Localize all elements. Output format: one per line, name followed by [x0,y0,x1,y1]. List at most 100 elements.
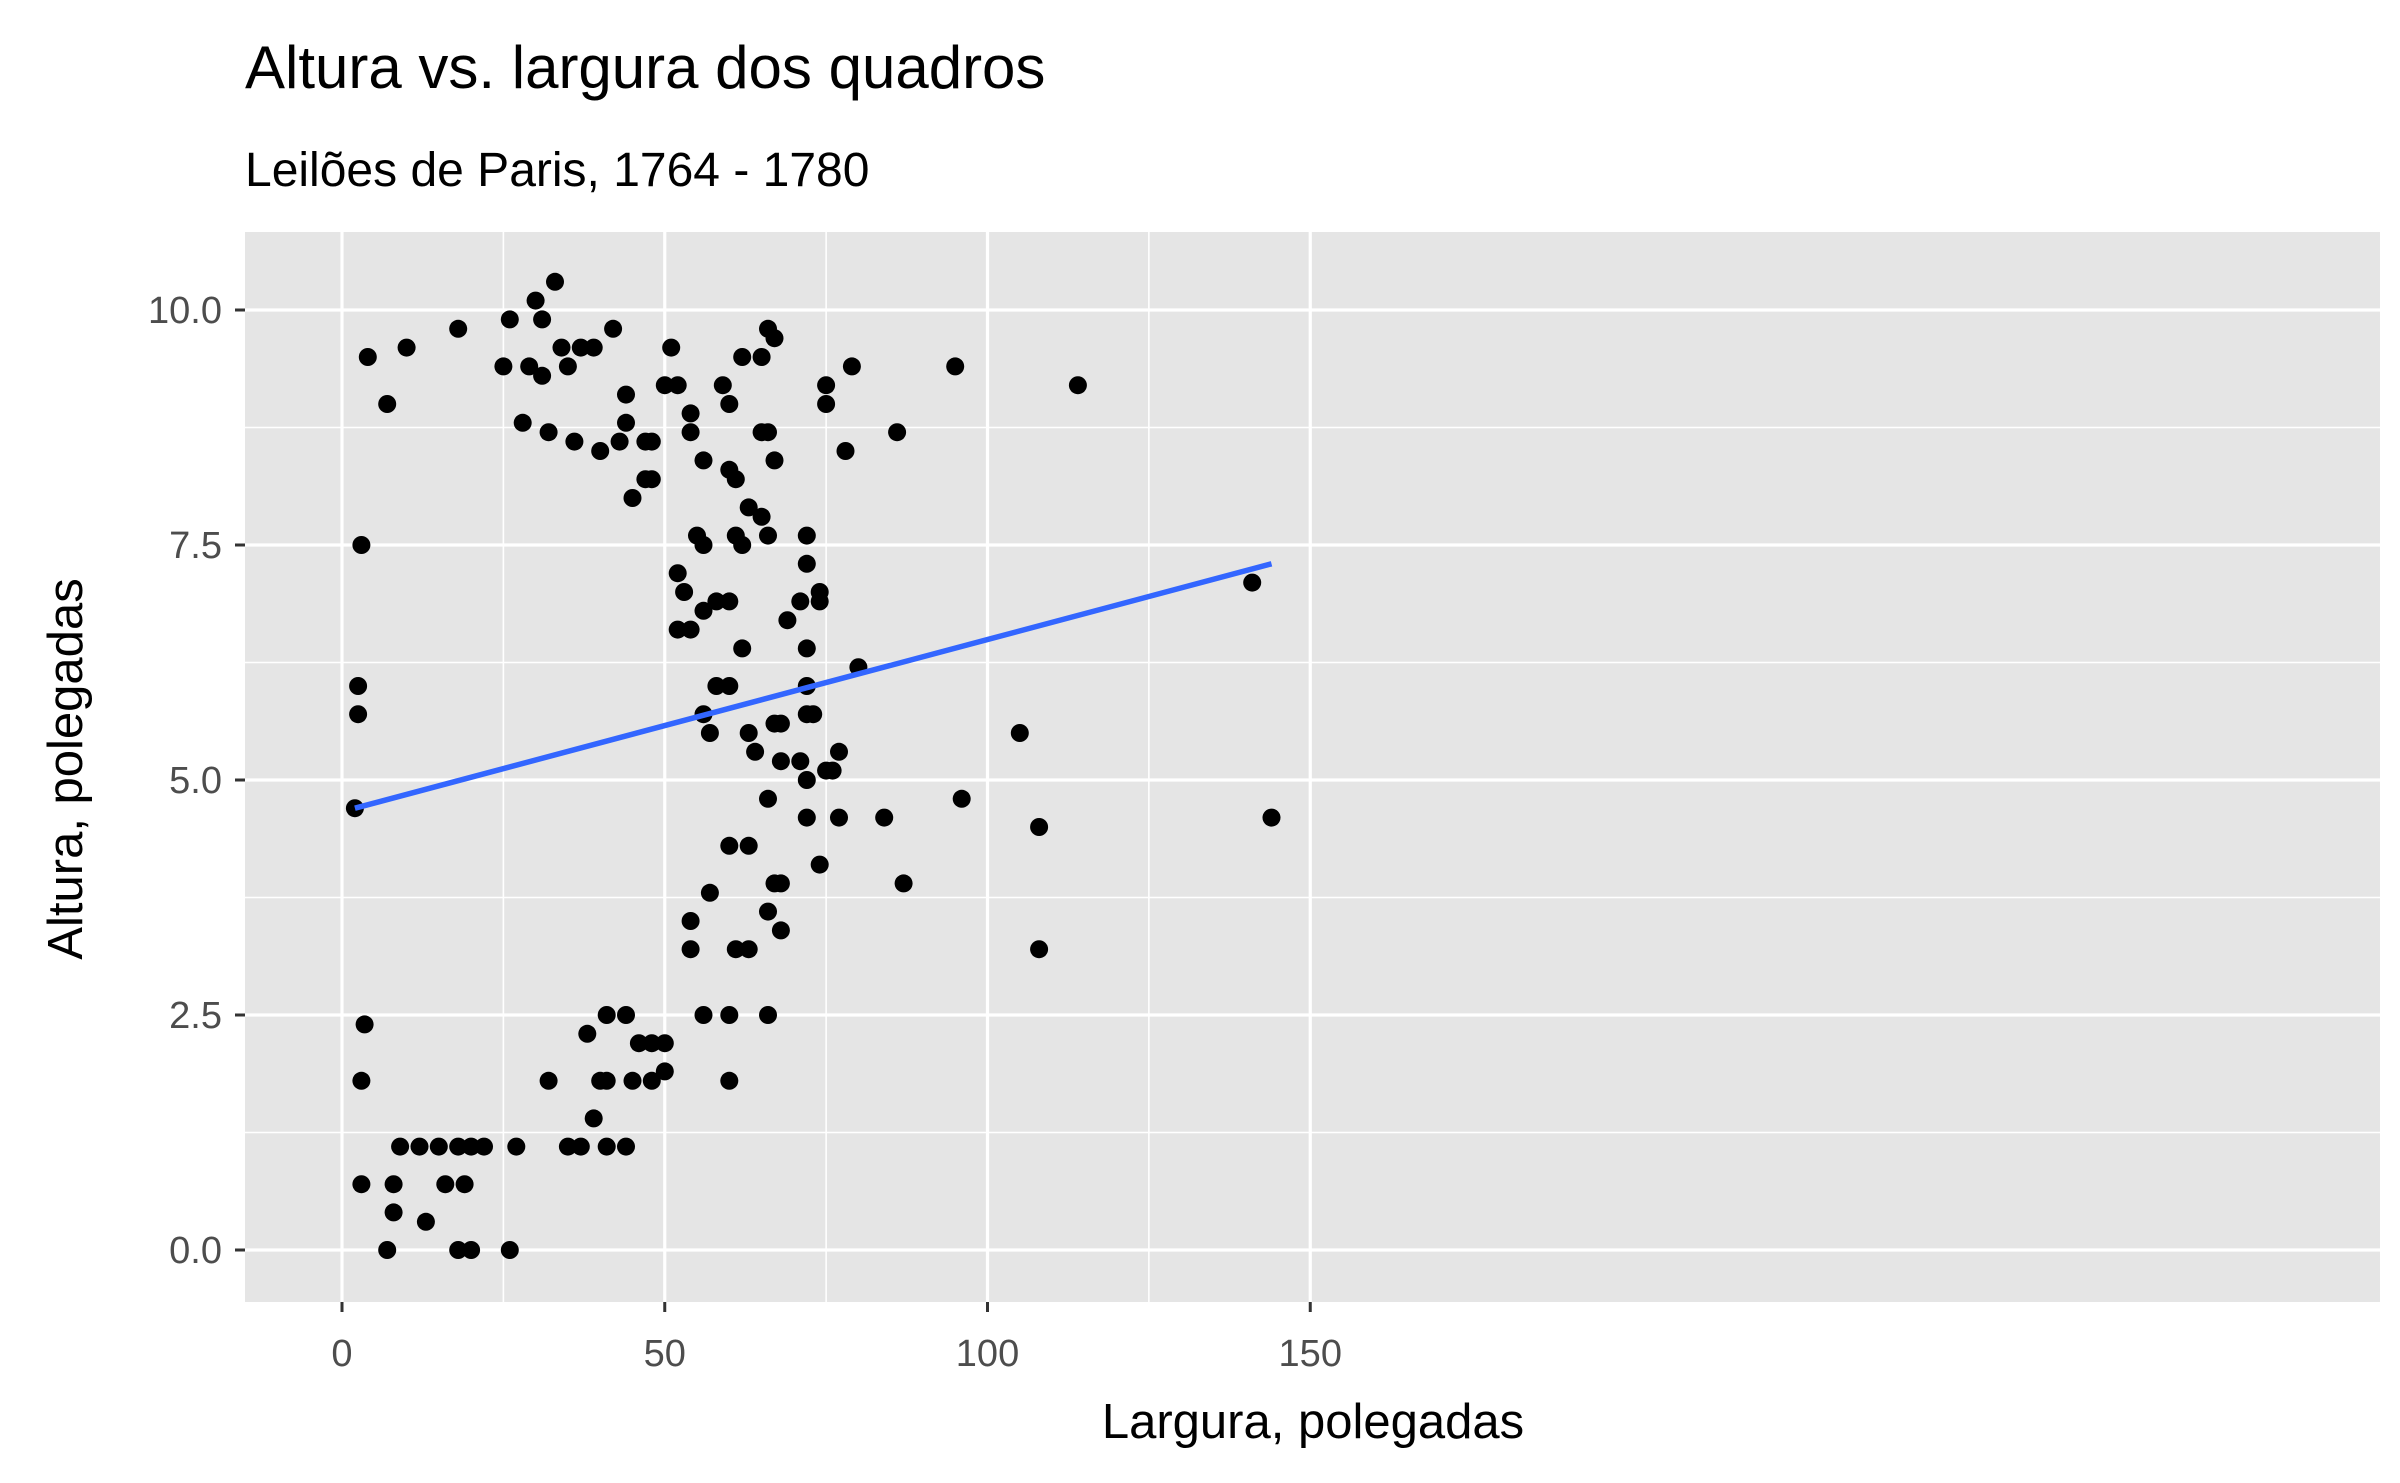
data-point [771,874,790,893]
trend-line [354,561,1273,811]
data-point [378,395,397,413]
data-point [771,752,790,771]
data-point [752,348,771,366]
data-point [720,1006,739,1024]
data-point [681,620,700,639]
data-point [642,470,661,489]
data-point [539,1071,558,1090]
data-point [771,714,790,733]
data-point [558,357,577,376]
data-point [558,1137,577,1156]
data-point [591,442,610,460]
data-point [397,338,416,357]
data-point [817,395,836,413]
chart-title: Altura vs. largura dos quadros [245,34,1045,101]
axes: 0 50 100 150 0.0 2.5 5.0 7.5 10.0 [148,290,1342,1375]
data-point [455,1175,474,1194]
data-point [642,1071,661,1090]
data-point [739,836,758,855]
data-point [1068,376,1087,395]
data-point [449,1137,468,1156]
data-point [617,413,635,432]
data-point [507,1137,526,1156]
data-point [520,357,539,376]
data-point [1030,940,1049,959]
data-point [513,413,532,432]
data-point [1243,573,1262,592]
data-point [355,1015,374,1034]
data-point [797,554,816,573]
y-tick-label: 5.0 [169,760,222,802]
x-tick-label: 100 [956,1333,1019,1375]
data-point [578,1024,597,1043]
data-point [842,357,861,376]
y-tick-label: 10.0 [148,290,222,332]
data-point [823,761,842,780]
data-point [765,451,784,470]
data-point [700,883,719,902]
data-point [436,1175,455,1194]
data-point [526,291,545,310]
data-point [655,1062,674,1081]
data-point [352,536,371,554]
data-point [1010,724,1029,742]
data-point [726,470,745,489]
data-point [894,874,913,893]
data-points [345,272,1281,1259]
x-tick-label: 50 [644,1333,686,1375]
data-point [746,742,765,761]
y-tick-label: 2.5 [169,995,222,1037]
data-point [720,592,739,611]
data-point [713,376,732,395]
data-point [720,836,739,855]
data-point [765,329,784,348]
data-point [759,1006,777,1024]
data-point [462,1241,481,1259]
data-point [707,592,726,611]
data-point [797,771,816,789]
data-point [565,432,584,451]
data-point [655,1034,674,1053]
data-point [642,1034,661,1053]
data-point [449,319,468,338]
data-point [462,1137,481,1156]
data-point [681,940,700,959]
data-point [475,1137,493,1156]
chart-subtitle: Leilões de Paris, 1764 - 1780 [245,144,869,197]
data-point [688,526,706,545]
data-point [720,1071,739,1090]
data-point [791,752,810,771]
data-point [571,1137,590,1156]
data-point [591,1071,610,1090]
data-point [797,639,816,658]
data-point [733,348,752,366]
data-point [494,357,513,376]
data-point [791,592,810,611]
data-point [352,1071,371,1090]
data-point [416,1212,435,1231]
data-point [358,348,377,366]
data-point [584,338,603,357]
data-point [378,1241,397,1259]
data-point [410,1137,429,1156]
data-point [584,1109,603,1128]
data-point [797,808,816,827]
data-point [739,498,758,517]
data-point [571,338,590,357]
data-point [797,526,816,545]
data-point [946,357,965,376]
data-point [500,1241,519,1259]
data-point [707,677,726,695]
data-point [668,376,687,395]
data-point [623,1071,642,1090]
data-point [597,1137,616,1156]
data-point [830,808,848,827]
data-point [681,912,700,930]
data-point [739,940,758,959]
data-point [642,432,661,451]
data-point [617,1137,635,1156]
data-point [391,1137,410,1156]
data-point [752,507,771,526]
data-point [552,338,571,357]
